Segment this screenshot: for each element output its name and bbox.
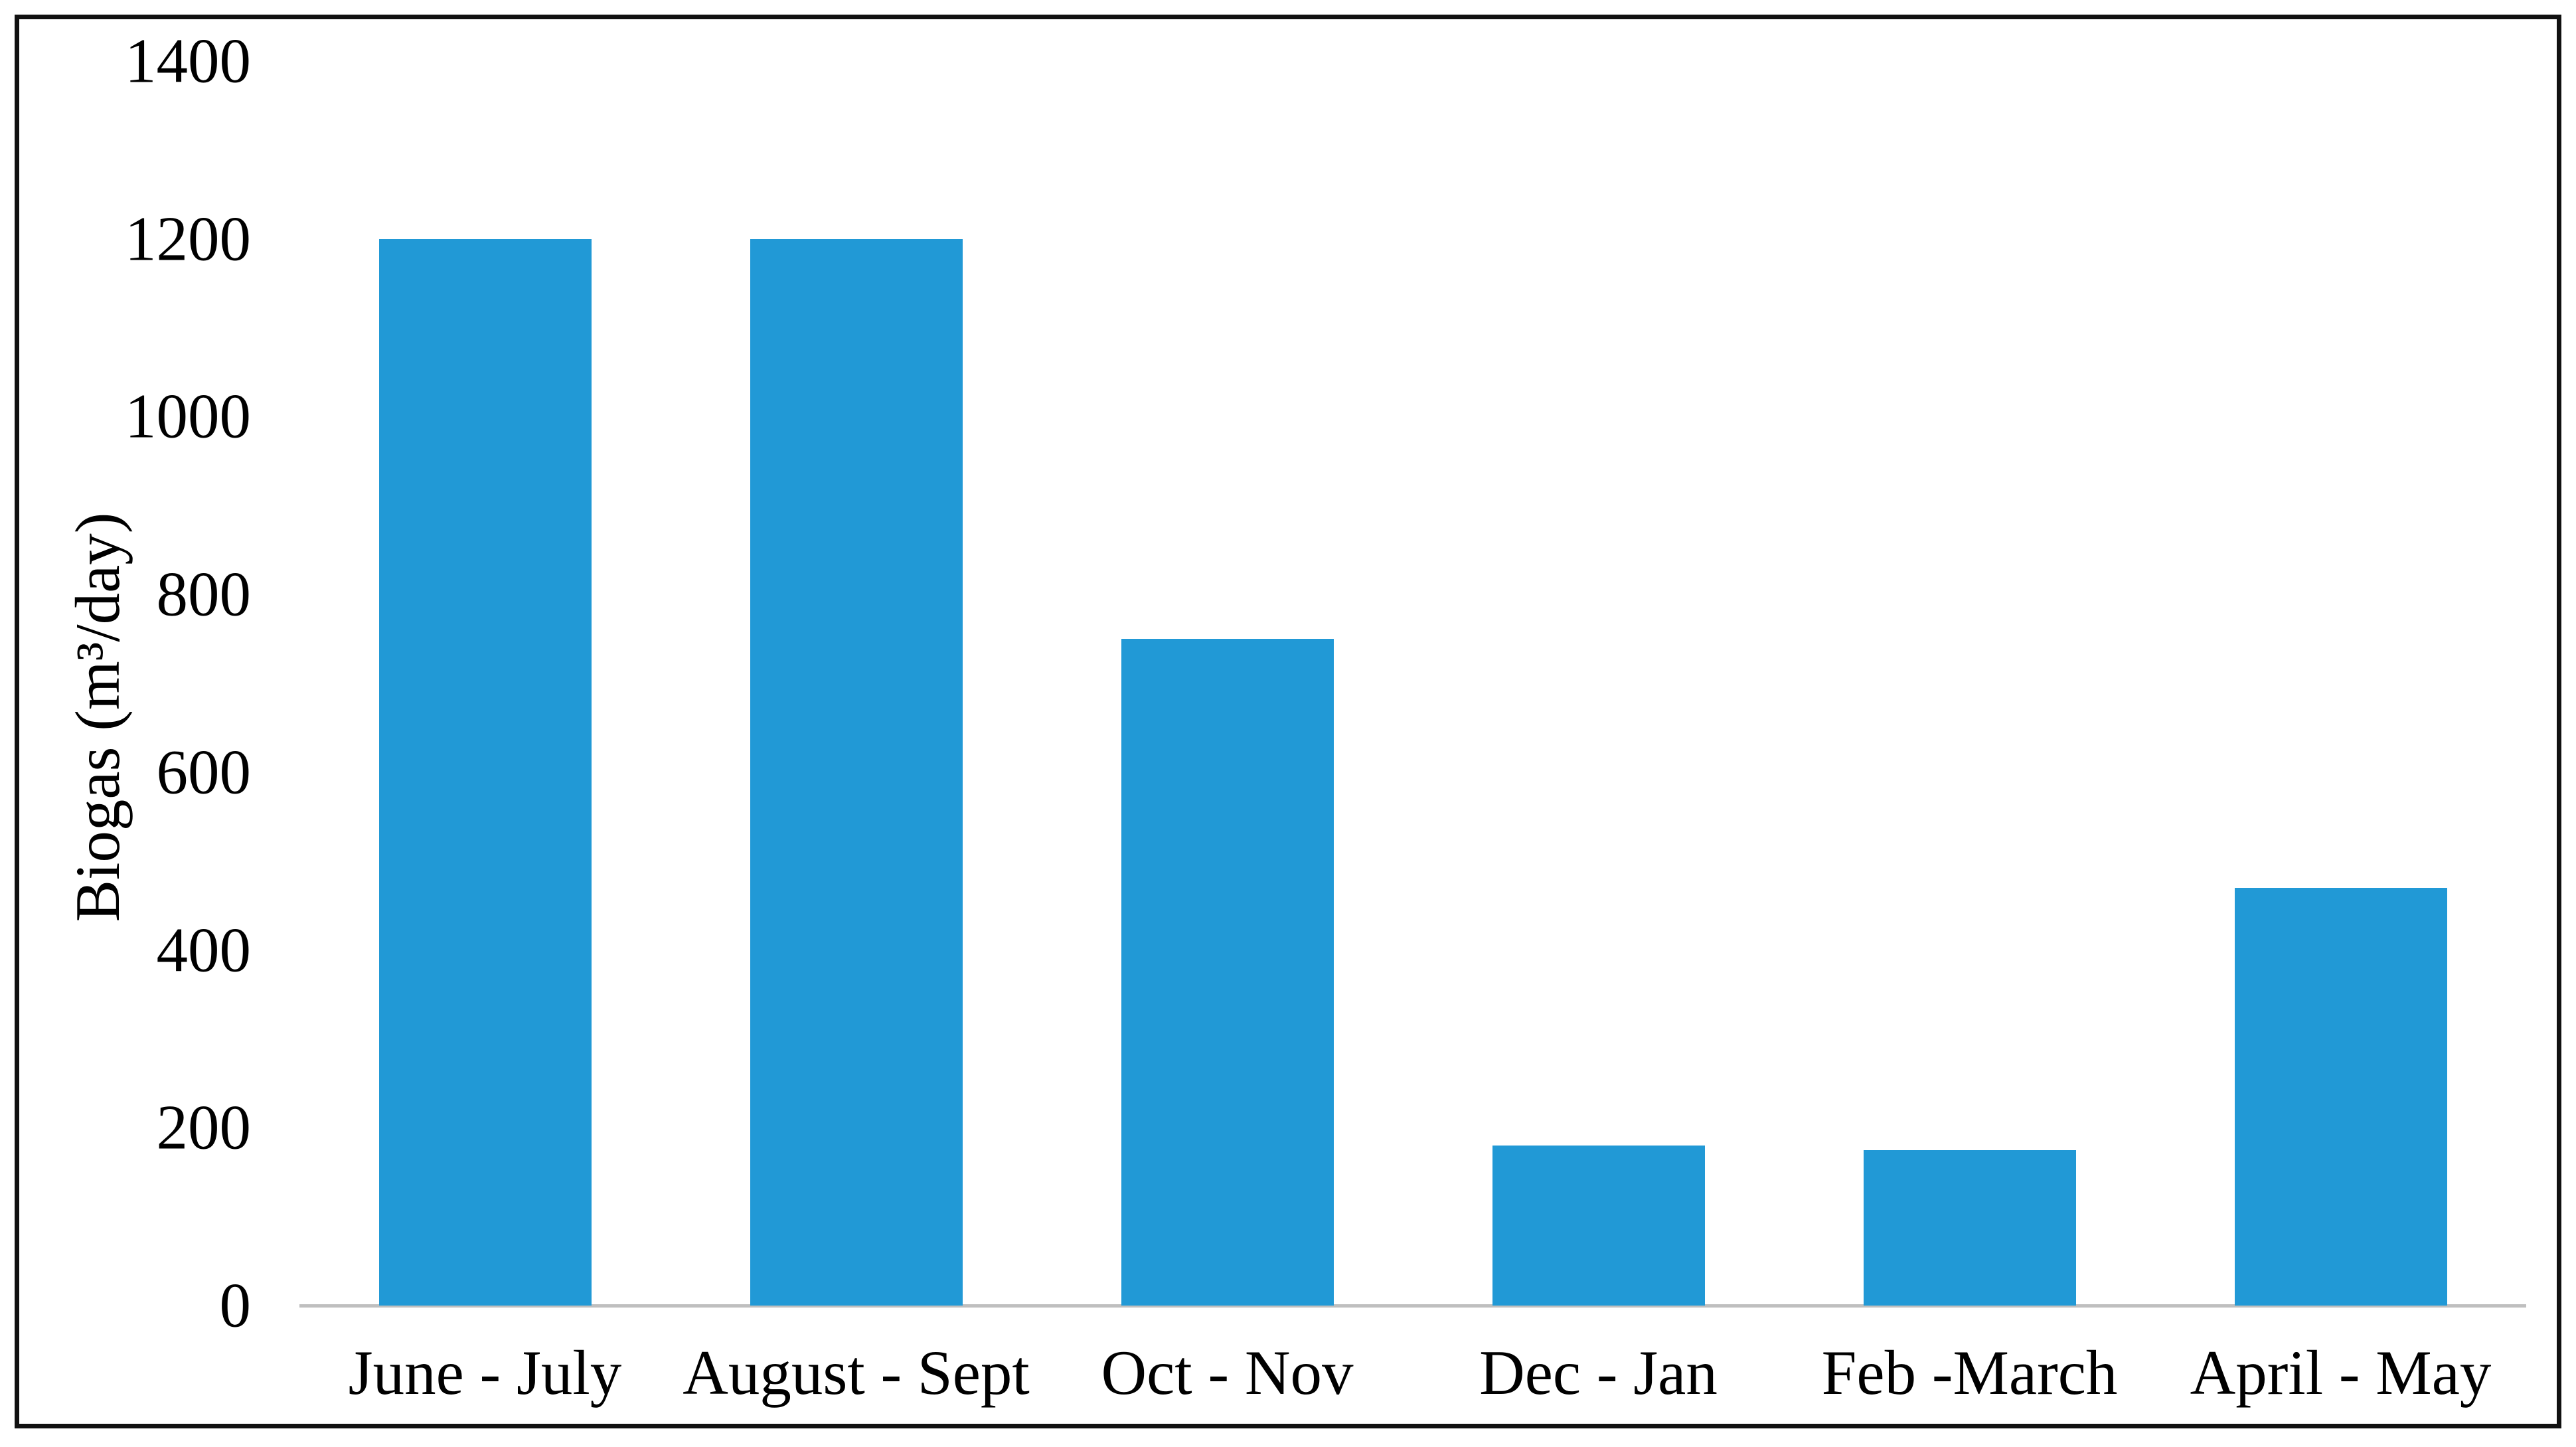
x-tick-label: April - May xyxy=(2190,1337,2492,1408)
bar xyxy=(750,238,963,1306)
y-tick-label: 600 xyxy=(156,736,252,808)
bar xyxy=(1492,1146,1705,1306)
x-tick-label: Feb -March xyxy=(1821,1337,2118,1408)
x-tick-label: Oct - Nov xyxy=(1101,1337,1354,1408)
x-tick-label: August - Sept xyxy=(683,1337,1030,1408)
y-tick-label: 0 xyxy=(219,1270,252,1341)
bar xyxy=(378,238,592,1306)
bar xyxy=(2234,887,2447,1306)
y-tick-label: 1200 xyxy=(125,203,251,274)
y-tick-label: 1400 xyxy=(125,25,251,96)
x-tick-label: Dec - Jan xyxy=(1479,1337,1718,1408)
y-tick-label: 200 xyxy=(156,1092,252,1163)
y-tick-label: 1000 xyxy=(125,381,251,452)
figure-border xyxy=(15,15,2561,1428)
bar xyxy=(1863,1149,2076,1306)
y-tick-label: 800 xyxy=(156,558,252,630)
x-axis-line xyxy=(299,1304,2526,1308)
bar xyxy=(1121,639,1334,1306)
y-tick-label: 400 xyxy=(156,914,252,985)
x-tick-label: June - July xyxy=(348,1337,622,1408)
